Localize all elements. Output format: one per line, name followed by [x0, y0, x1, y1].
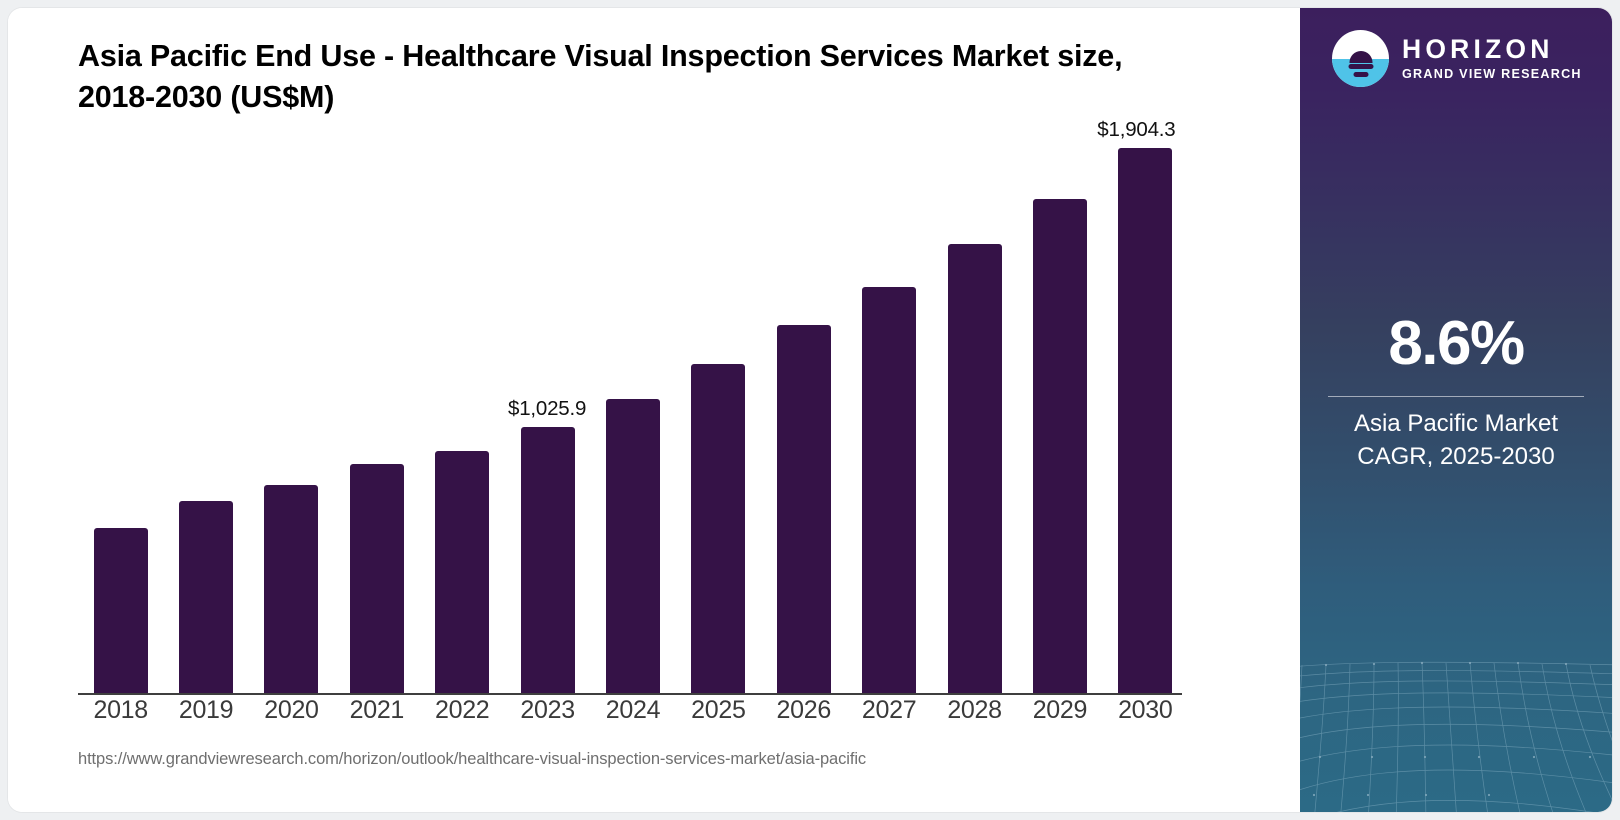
- brand-logo: HORIZON GRAND VIEW RESEARCH: [1332, 30, 1582, 87]
- bar-2021: [349, 464, 404, 693]
- x-tick-2020: 2020: [264, 696, 319, 724]
- cagr-divider: [1328, 396, 1584, 397]
- chart-title: Asia Pacific End Use - Healthcare Visual…: [78, 39, 1123, 114]
- brand-tagline: GRAND VIEW RESEARCH: [1402, 66, 1582, 81]
- bar-2019: [179, 500, 234, 693]
- x-tick-2024: 2024: [605, 696, 661, 724]
- x-tick-2021: 2021: [349, 696, 405, 724]
- x-tick-2019: 2019: [178, 696, 234, 724]
- bar-2023: [520, 427, 575, 693]
- cagr-value: 8.6%: [1388, 309, 1525, 378]
- chart-pane: Asia Pacific End Use - Healthcare Visual…: [8, 8, 1253, 812]
- cagr-caption-line2: CAGR, 2025-2030: [1357, 442, 1555, 470]
- x-axis-line: [78, 693, 1182, 695]
- value-label-2030: $1,904.3: [1097, 118, 1176, 141]
- value-label-2024: $1,025.9: [508, 397, 587, 421]
- x-tick-2022: 2022: [435, 696, 490, 724]
- bar-2028: [947, 243, 1002, 693]
- bar-2020: [264, 484, 319, 693]
- x-tick-2025: 2025: [691, 696, 746, 724]
- bar-2022: [435, 451, 490, 693]
- x-tick-2027: 2027: [861, 696, 917, 724]
- bar-2018: [93, 527, 148, 693]
- x-tick-2029: 2029: [1032, 696, 1088, 724]
- bar-2025: [691, 364, 746, 693]
- x-tick-2030: 2030: [1118, 696, 1173, 724]
- source-url[interactable]: https://www.grandviewresearch.com/horizo…: [78, 750, 867, 768]
- bar-2029: [1032, 199, 1087, 693]
- x-tick-2018: 2018: [93, 696, 148, 724]
- cagr-side-panel: HORIZON GRAND VIEW RESEARCH 8.6% Asia Pa…: [1300, 8, 1612, 812]
- bar-2026: [776, 325, 831, 693]
- x-tick-2028: 2028: [947, 696, 1002, 724]
- bar-2030: [1118, 148, 1173, 693]
- brand-name: HORIZON: [1402, 34, 1554, 65]
- x-tick-2026: 2026: [776, 696, 832, 724]
- bar-2024: [606, 399, 660, 693]
- bar-series: $1,025.9 $1,904.3: [78, 118, 1188, 693]
- wireframe-mesh-decoration: [1300, 661, 1612, 812]
- cagr-caption-line1: Asia Pacific Market: [1353, 410, 1559, 437]
- cagr-caption: Asia Pacific Market CAGR, 2025-2030: [1300, 408, 1612, 473]
- horizon-logo-icon: [1332, 30, 1389, 87]
- report-card: Asia Pacific End Use - Healthcare Visual…: [8, 8, 1612, 812]
- x-tick-2023: 2023: [520, 696, 575, 724]
- x-axis-tick-labels: 2018 2019 2020 2021 2022 2023 2024 2025 2026 2027…: [78, 696, 1188, 738]
- bar-2027: [862, 286, 917, 693]
